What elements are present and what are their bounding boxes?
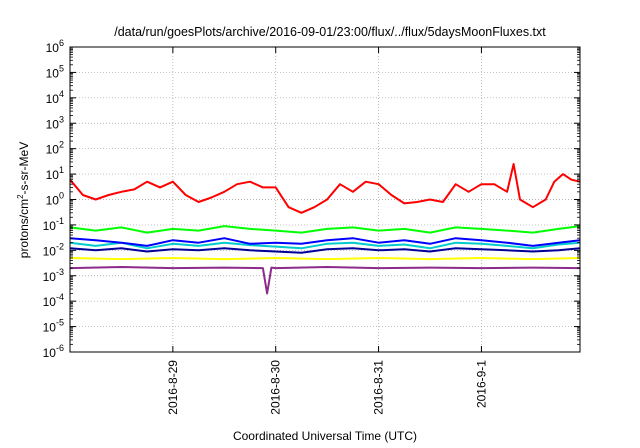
- y-tick-label-exp: -1: [56, 216, 64, 226]
- y-tick-label-exp: 6: [59, 38, 64, 48]
- y-tick-label-exp: -3: [56, 267, 64, 277]
- y-tick-label-base: 10: [46, 66, 60, 80]
- y-tick-label: 105: [46, 63, 64, 80]
- x-tick-label: 2016-9-1: [474, 360, 488, 408]
- y-tick-label-exp: -6: [56, 343, 64, 353]
- y-tick-label-base: 10: [43, 346, 57, 360]
- y-tick-label-exp: -2: [56, 241, 64, 251]
- series-line-7: [69, 266, 581, 295]
- y-tick-label-exp: 5: [59, 63, 64, 73]
- y-tick-label-base: 10: [43, 244, 57, 258]
- x-ticks: 2016-8-29 2016-8-30 2016-8-31 2016-9-1: [166, 47, 488, 415]
- y-tick-label: 103: [46, 114, 64, 131]
- x-axis-label: Coordinated Universal Time (UTC): [233, 429, 417, 443]
- y-tick-label-base: 10: [46, 168, 60, 182]
- y-tick-label-base: 10: [46, 41, 60, 55]
- y-tick-label-exp: 2: [59, 140, 64, 150]
- y-tick-label: 10-2: [43, 241, 64, 258]
- series-layer: [69, 163, 581, 295]
- series-line-5: [69, 247, 581, 254]
- y-tick-label-base: 10: [46, 143, 60, 157]
- y-axis-label-sup: 2: [16, 194, 25, 199]
- y-tick-label-exp: 4: [59, 89, 64, 99]
- y-tick-label-base: 10: [46, 194, 60, 208]
- y-tick-label-base: 10: [43, 219, 57, 233]
- y-tick-label: 10-6: [43, 343, 64, 360]
- chart-title: /data/run/goesPlots/archive/2016-09-01/2…: [114, 25, 546, 39]
- y-tick-label: 101: [46, 165, 64, 182]
- y-tick-label-exp: 0: [59, 191, 64, 201]
- series-line-4: [69, 237, 581, 247]
- x-tick-label: 2016-8-29: [166, 360, 180, 415]
- y-tick-label-exp: -4: [56, 292, 64, 302]
- y-tick-label: 102: [46, 140, 64, 157]
- series-line-1: [69, 163, 581, 214]
- y-tick-label: 10-1: [43, 216, 64, 233]
- y-tick-label: 10-3: [43, 267, 64, 284]
- y-tick-label: 100: [46, 191, 64, 208]
- x-tick-label: 2016-8-31: [372, 360, 386, 415]
- x-tick-label: 2016-8-30: [269, 360, 283, 415]
- y-tick-label-base: 10: [43, 270, 57, 284]
- y-axis-label-rest: -s-sr-MeV: [17, 142, 31, 195]
- y-tick-label: 10-4: [43, 292, 64, 309]
- grid: [70, 47, 580, 352]
- y-tick-label-exp: 1: [59, 165, 64, 175]
- y-axis-label: protons/cm2-s-sr-MeV: [16, 142, 31, 258]
- y-ticks: 10-610-510-410-310-210-11001011021031041…: [43, 38, 580, 360]
- y-tick-label-base: 10: [43, 321, 57, 335]
- y-tick-label: 106: [46, 38, 64, 55]
- y-tick-label-base: 10: [46, 92, 60, 106]
- y-tick-label-base: 10: [46, 117, 60, 131]
- series-line-3: [69, 241, 581, 250]
- y-tick-label-exp: 3: [59, 114, 64, 124]
- y-tick-label-exp: -5: [56, 318, 64, 328]
- y-tick-label-base: 10: [43, 295, 57, 309]
- series-line-6: [69, 257, 581, 261]
- y-tick-label: 104: [46, 89, 64, 106]
- y-axis-label-base: protons/cm: [17, 199, 31, 258]
- y-tick-label: 10-5: [43, 318, 64, 335]
- series-line-2: [69, 225, 581, 234]
